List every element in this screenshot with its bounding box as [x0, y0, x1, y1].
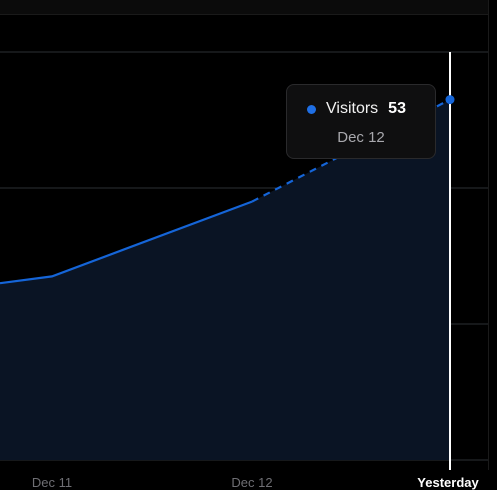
- tooltip-value: 53: [388, 100, 406, 117]
- tooltip-series-name: Visitors: [326, 100, 379, 117]
- x-tick-label: Dec 11: [31, 475, 73, 490]
- tooltip-date: Dec 12: [337, 129, 385, 146]
- visitors-line-solid: [0, 200, 253, 285]
- x-tick-label-active: Yesterday: [417, 475, 479, 490]
- data-points: [445, 95, 455, 105]
- tooltip-series-row: Visitors 53: [307, 98, 406, 120]
- x-tick-label: Dec 12: [231, 475, 273, 490]
- series-color-dot-icon: [307, 104, 316, 114]
- panel-header-strip: [0, 0, 488, 15]
- hovered-data-point: [445, 95, 455, 105]
- panel-border: [488, 0, 489, 470]
- visitors-area-fill: [0, 99, 450, 460]
- chart-tooltip: Visitors 53 Dec 12: [286, 84, 436, 159]
